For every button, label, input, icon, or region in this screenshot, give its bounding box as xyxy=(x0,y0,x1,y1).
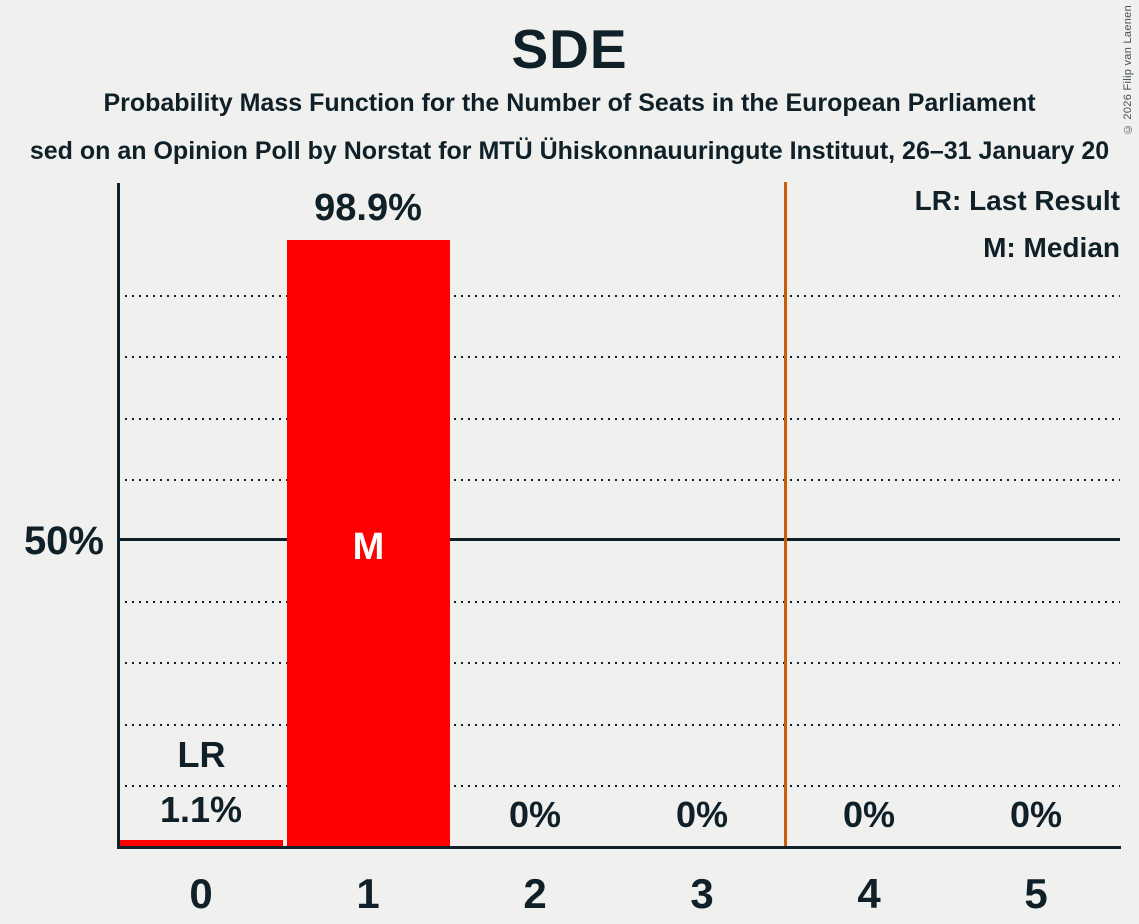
gridline-70pct xyxy=(118,418,1120,420)
x-tick-label-4: 4 xyxy=(857,870,881,917)
chart-subtitle: Probability Mass Function for the Number… xyxy=(103,89,1036,117)
copyright-text: © 2026 Filip van Laenen xyxy=(1122,5,1134,136)
median-marker-label: M xyxy=(352,526,385,568)
value-label-seat-2: 0% xyxy=(508,794,562,835)
gridline-50pct-solid xyxy=(118,538,1120,541)
chart-title: SDE xyxy=(511,18,628,80)
gridline-60pct xyxy=(118,479,1120,481)
gridline-20pct xyxy=(118,724,1120,726)
x-tick-label-1: 1 xyxy=(356,870,380,917)
last-result-marker-label: LR xyxy=(177,734,226,775)
value-label-seat-0: 1.1% xyxy=(159,789,243,830)
value-label-seat-1: 98.9% xyxy=(314,187,422,229)
gridline-30pct xyxy=(118,662,1120,664)
gridline-80pct xyxy=(118,356,1120,358)
poll-details: sed on an Opinion Poll by Norstat for MT… xyxy=(29,137,1110,165)
x-tick-label-2: 2 xyxy=(523,870,547,917)
gridline-40pct xyxy=(118,601,1120,603)
majority-threshold-line xyxy=(784,182,787,846)
y-axis-line xyxy=(117,183,120,849)
bar-seat-0 xyxy=(120,840,283,846)
bar-seat-1 xyxy=(287,240,450,846)
legend-median: M: Median xyxy=(983,232,1120,263)
value-label-seat-4: 0% xyxy=(842,794,896,835)
value-label-seat-3: 0% xyxy=(675,794,729,835)
gridline-10pct xyxy=(118,785,1120,787)
x-tick-label-5: 5 xyxy=(1024,870,1048,917)
gridline-90pct xyxy=(118,295,1120,297)
x-tick-label-3: 3 xyxy=(690,870,714,917)
value-label-seat-5: 0% xyxy=(1009,794,1063,835)
y-axis-50-label: 50% xyxy=(23,519,104,563)
x-tick-label-0: 0 xyxy=(189,870,213,917)
legend-last-result: LR: Last Result xyxy=(914,185,1120,216)
x-axis-line xyxy=(117,846,1121,849)
